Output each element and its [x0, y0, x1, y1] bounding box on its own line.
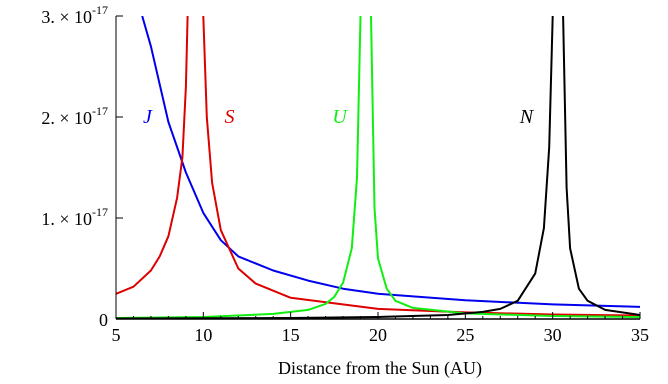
series-label-n: N	[519, 106, 535, 128]
series-line-s	[116, 16, 640, 317]
y-tick-label: 2. × 10-17	[41, 104, 108, 128]
x-tick-label: 25	[456, 325, 474, 345]
series-line-n	[116, 16, 640, 319]
x-tick-label: 10	[194, 325, 212, 345]
series-label-s: S	[225, 106, 235, 128]
series-line-u	[116, 16, 640, 319]
y-tick-label: 0	[99, 310, 108, 330]
x-tick-label: 30	[544, 325, 562, 345]
x-tick-label: 15	[282, 325, 300, 345]
series-label-u: U	[332, 106, 348, 128]
x-tick-label: 5	[112, 325, 121, 345]
x-axis-label: Distance from the Sun (AU)	[278, 358, 482, 379]
x-tick-label: 35	[631, 325, 649, 345]
x-tick-label: 20	[369, 325, 387, 345]
series-label-j: J	[143, 106, 153, 128]
y-tick-label: 1. × 10-17	[41, 205, 108, 229]
y-tick-label: 3. × 10-17	[41, 3, 108, 27]
series-line-j	[141, 16, 640, 308]
